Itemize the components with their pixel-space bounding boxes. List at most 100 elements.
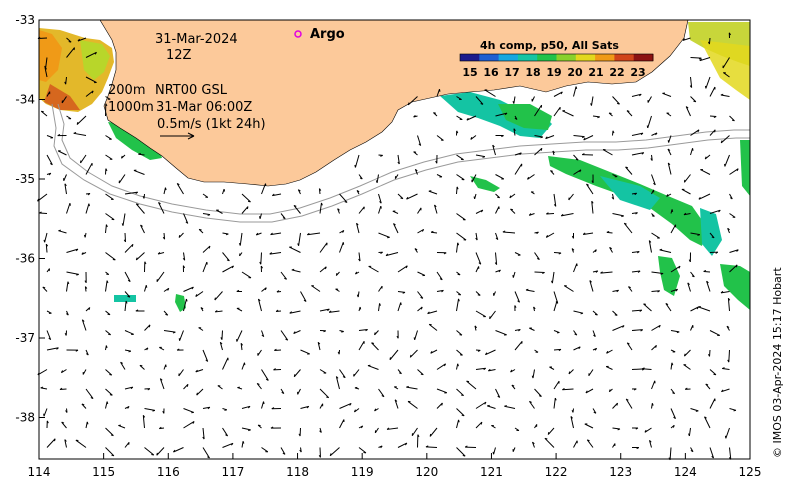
current-vector-head [736, 249, 739, 252]
current-vector [45, 57, 48, 69]
current-vector [417, 228, 424, 234]
current-vector [241, 193, 251, 203]
current-vector [195, 369, 204, 373]
current-vector [729, 447, 732, 460]
current-vector-head [258, 298, 261, 302]
current-vector-head [492, 451, 495, 455]
current-vector-head [616, 289, 619, 293]
current-vector-head [695, 410, 699, 412]
current-vector [144, 285, 147, 292]
current-vector [428, 190, 438, 195]
current-vector [195, 291, 204, 297]
current-vector [704, 416, 711, 429]
current-vector [625, 398, 633, 409]
current-vector-head [635, 212, 638, 215]
current-vector-head [202, 436, 205, 440]
current-vector-head [349, 403, 352, 406]
current-vector-head [45, 243, 49, 247]
current-vector [319, 202, 322, 214]
current-vector-head [326, 396, 329, 399]
current-vector [183, 421, 195, 429]
current-vector-head [127, 406, 130, 409]
current-vector-head [255, 232, 259, 236]
current-vector-head [600, 271, 603, 274]
y-tick-label: -34 [15, 93, 35, 107]
current-vector-head [356, 294, 359, 298]
plot-frame [38, 19, 751, 460]
current-vector [156, 271, 165, 282]
current-vector-head [504, 405, 507, 407]
current-vector [698, 306, 711, 312]
current-vector-head [335, 376, 339, 379]
current-vector [667, 148, 672, 156]
current-vector [436, 289, 444, 292]
current-vector [436, 271, 443, 281]
current-vector-head [396, 335, 399, 339]
current-vector [66, 203, 71, 214]
current-vector-head [417, 434, 420, 438]
current-vector-head [130, 386, 134, 390]
current-vector-head [727, 227, 730, 231]
current-vector-head [527, 176, 530, 180]
current-vector-head [49, 163, 53, 166]
current-vector [456, 419, 460, 429]
current-vector-head [699, 58, 702, 62]
current-vector-head [729, 197, 733, 200]
current-vector-head [164, 187, 167, 191]
current-vector-head [319, 188, 322, 191]
current-vector-head [269, 252, 273, 255]
current-vector [436, 388, 448, 394]
current-vector-head [616, 102, 620, 105]
current-vector [534, 252, 540, 260]
current-vector-head [495, 237, 499, 240]
current-vector-head [655, 132, 658, 136]
current-vector [222, 427, 229, 437]
current-vector [178, 232, 184, 238]
current-vector [722, 368, 730, 370]
current-vector-head [482, 156, 486, 158]
current-vector-head [324, 266, 327, 270]
current-vector-head [157, 251, 161, 255]
current-vector-head [518, 329, 521, 332]
current-vector [709, 398, 716, 409]
current-vector-head [196, 392, 198, 396]
current-vector [202, 406, 210, 409]
current-vector [514, 291, 520, 303]
current-vector [389, 349, 399, 361]
current-vector-head [86, 421, 89, 425]
current-vector [46, 154, 53, 166]
current-vector [65, 76, 67, 85]
current-vector-head [176, 183, 180, 186]
current-vector-head [259, 216, 261, 219]
current-vector-head [260, 265, 263, 269]
current-vector-head [263, 401, 265, 405]
current-vector-head [657, 290, 660, 293]
current-vector-head [678, 265, 681, 269]
current-vector [475, 232, 478, 241]
current-vector [698, 193, 711, 200]
y-tick-label: -37 [15, 331, 35, 345]
current-vector-head [420, 296, 424, 299]
current-vector-head [68, 41, 72, 43]
current-vector-head [214, 310, 218, 313]
current-vector [280, 447, 286, 455]
current-vector-head [48, 337, 51, 341]
current-vector-head [673, 416, 676, 420]
current-vector [358, 340, 365, 351]
current-vector-head [457, 242, 460, 246]
current-vector-head [642, 367, 645, 370]
scale-label: 0.5m/s (1kt 24h) [157, 117, 266, 132]
current-vector [434, 204, 438, 214]
current-vector [690, 408, 699, 412]
current-vector-head [720, 290, 724, 294]
current-vector [358, 328, 368, 331]
current-vector [631, 309, 642, 312]
x-tick-label: 123 [609, 465, 632, 479]
current-vectors [37, 32, 739, 461]
current-vector [46, 330, 52, 340]
current-vector-head [594, 348, 598, 351]
current-vector-head [231, 442, 234, 446]
current-vector [407, 401, 418, 409]
current-vector [612, 96, 620, 105]
current-vector [222, 265, 234, 273]
